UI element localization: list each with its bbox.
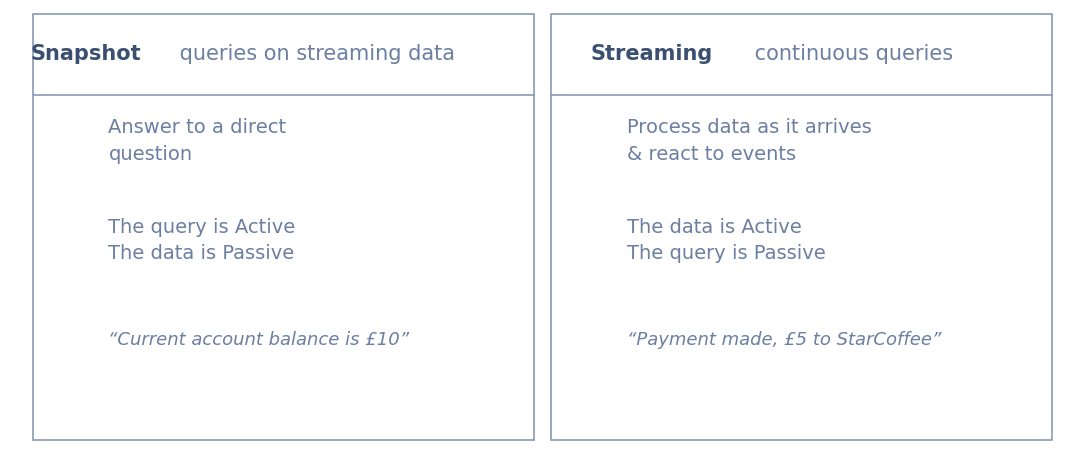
Text: “Payment made, £5 to StarCoffee”: “Payment made, £5 to StarCoffee” <box>626 331 941 350</box>
Text: “Current account balance is £10”: “Current account balance is £10” <box>108 331 410 350</box>
Text: continuous queries: continuous queries <box>748 44 954 64</box>
Text: Streaming: Streaming <box>590 44 713 64</box>
FancyBboxPatch shape <box>550 14 1052 440</box>
FancyBboxPatch shape <box>33 14 534 440</box>
Text: Snapshot: Snapshot <box>30 44 141 64</box>
Text: queries on streaming data: queries on streaming data <box>173 44 455 64</box>
Text: The query is Active
The data is Passive: The query is Active The data is Passive <box>108 218 296 263</box>
Text: Process data as it arrives
& react to events: Process data as it arrives & react to ev… <box>626 118 871 163</box>
Text: Answer to a direct
question: Answer to a direct question <box>108 118 286 163</box>
Text: The data is Active
The query is Passive: The data is Active The query is Passive <box>626 218 826 263</box>
